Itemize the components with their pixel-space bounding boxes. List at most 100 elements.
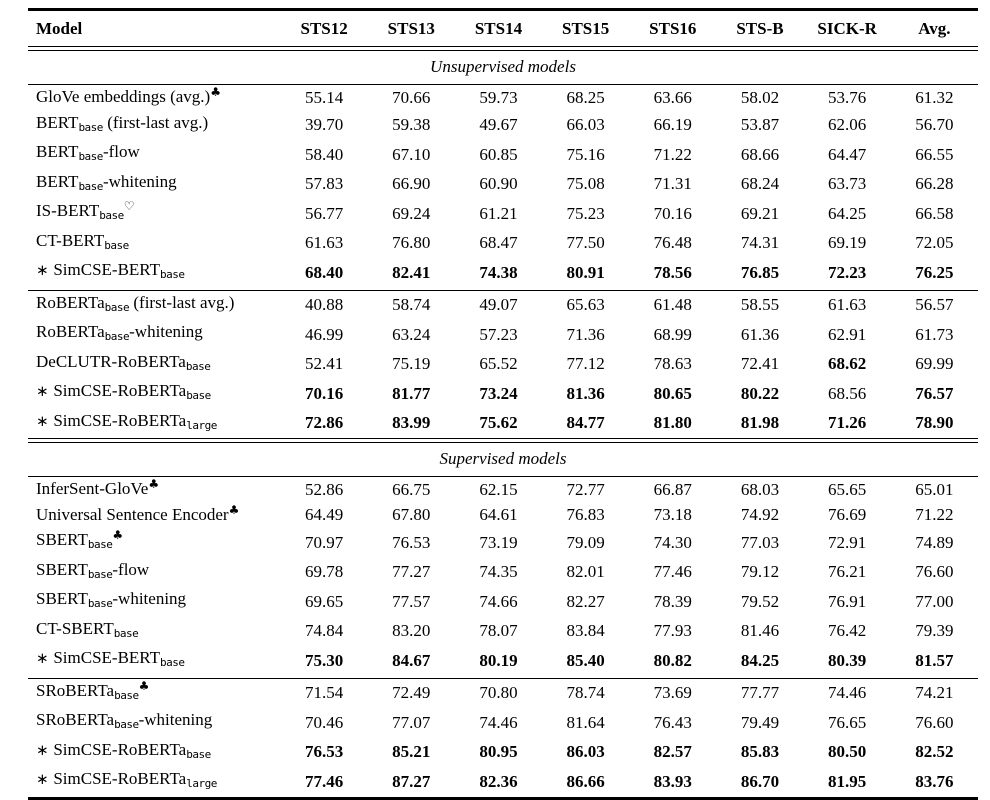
score-cell-sts15: 66.03 bbox=[566, 115, 605, 134]
score-cell-sts13: 63.24 bbox=[392, 324, 431, 344]
model-name: BERT bbox=[36, 171, 79, 191]
score-cell-sts14: 68.47 bbox=[479, 233, 518, 252]
score-cell-sts13: 77.27 bbox=[392, 562, 431, 581]
table-row: SBERTbase♣ 70.97 76.53 73.19 79.09 74.30 77.03… bbox=[28, 528, 978, 558]
score-cell-sts12: 70.46 bbox=[304, 712, 344, 732]
score-cell-sick-r: 69.19 bbox=[828, 233, 867, 252]
model-cell: ∗ SimCSE-BERTbase bbox=[28, 258, 281, 288]
score-cell-avg-: 65.01 bbox=[915, 479, 954, 499]
club-marker-icon: ♣ bbox=[228, 502, 240, 517]
model-cell: CT-BERTbase bbox=[28, 229, 281, 259]
score-cell-sts12: 46.99 bbox=[304, 324, 344, 344]
score-cell-avg-: 76.60 bbox=[915, 712, 954, 732]
model-name: SRoBERTa bbox=[36, 710, 115, 729]
score-cell-sts16: 61.48 bbox=[653, 295, 692, 314]
score-cell-sts12: 58.40 bbox=[304, 144, 344, 164]
score-cell-sick-r: 68.62 bbox=[828, 354, 867, 373]
score-cell-avg-: 72.05 bbox=[915, 233, 954, 252]
model-cell: ∗ SimCSE-RoBERTabase bbox=[28, 379, 281, 409]
double-rule-line bbox=[28, 46, 978, 51]
score-cell-sick-r: 76.21 bbox=[828, 562, 867, 581]
score-cell-sts15: 75.23 bbox=[566, 203, 605, 223]
score-cell-sts14: 64.61 bbox=[479, 505, 518, 524]
star-symbol: ∗ bbox=[36, 740, 54, 759]
score-cell-sts16: 80.65 bbox=[653, 383, 692, 403]
score-cell-sts14: 62.15 bbox=[479, 479, 518, 499]
single-rule-line bbox=[28, 82, 978, 85]
model-cell: RoBERTabase (first-last avg.) bbox=[28, 290, 281, 320]
score-cell-avg-: 76.57 bbox=[915, 383, 954, 403]
table-row: CT-SBERTbase 74.84 83.20 78.07 83.84 77.93 81.… bbox=[28, 617, 978, 647]
score-cell-sts-b: 74.92 bbox=[740, 505, 780, 524]
score-cell-sts12: 40.88 bbox=[304, 295, 344, 314]
score-cell-sts13: 59.38 bbox=[392, 115, 431, 134]
table-row: CT-BERTbase 61.63 76.80 68.47 77.50 76.48 74.3… bbox=[28, 229, 978, 259]
model-size-subscript: base bbox=[160, 656, 185, 669]
model-name: SRoBERTa bbox=[36, 680, 115, 700]
double-rule-line bbox=[28, 438, 978, 443]
score-cell-sts15: 75.08 bbox=[566, 174, 605, 193]
score-cell-avg-: 61.73 bbox=[915, 324, 954, 344]
column-header-row: Model STS12 STS13 STS14 STS15 STS16 STS-B SICK-… bbox=[28, 10, 978, 47]
score-cell-sick-r: 76.69 bbox=[828, 505, 867, 524]
table-row: SRoBERTabase♣ 71.54 72.49 70.80 78.74 73.69 77… bbox=[28, 678, 978, 708]
score-cell-sts15: 71.36 bbox=[566, 324, 605, 344]
column-header-sts-b: STS-B bbox=[736, 19, 784, 38]
score-cell-avg-: 61.32 bbox=[915, 87, 954, 107]
table-row: ∗ SimCSE-RoBERTalarge 72.86 83.99 75.62 84.7… bbox=[28, 409, 978, 439]
model-cell: CT-SBERTbase bbox=[28, 617, 281, 647]
score-cell-sts16: 74.30 bbox=[653, 532, 692, 552]
score-cell-sts14: 74.38 bbox=[479, 262, 518, 282]
model-name: SimCSE-BERT bbox=[53, 648, 161, 667]
model-size-subscript: base bbox=[114, 718, 139, 731]
score-cell-sts16: 80.82 bbox=[653, 650, 692, 670]
score-cell-sts-b: 61.36 bbox=[740, 324, 780, 344]
score-cell-sts-b: 74.31 bbox=[740, 233, 780, 252]
model-name: RoBERTa bbox=[36, 322, 105, 341]
model-name-suffix: -whitening bbox=[112, 589, 187, 608]
score-cell-sts14: 49.07 bbox=[479, 295, 518, 314]
score-cell-avg-: 56.70 bbox=[915, 115, 954, 134]
score-cell-sts12: 77.46 bbox=[304, 771, 344, 791]
single-rule bbox=[28, 675, 978, 679]
score-cell-sts-b: 79.49 bbox=[740, 712, 780, 732]
score-cell-sts13: 85.21 bbox=[392, 742, 431, 761]
model-name: InferSent-GloVe bbox=[36, 479, 149, 498]
score-cell-sts-b: 68.66 bbox=[740, 144, 780, 164]
score-cell-avg-: 81.57 bbox=[915, 650, 954, 670]
score-cell-sts-b: 85.83 bbox=[740, 742, 780, 761]
score-cell-sick-r: 68.56 bbox=[828, 383, 867, 403]
section-title-row: Supervised models bbox=[28, 443, 978, 475]
score-cell-sts16: 63.66 bbox=[653, 87, 692, 107]
score-cell-sts12: 76.53 bbox=[304, 742, 344, 761]
score-cell-sts12: 71.54 bbox=[304, 683, 344, 702]
model-name: Universal Sentence Encoder bbox=[36, 504, 229, 524]
score-cell-sts12: 70.97 bbox=[304, 532, 344, 552]
column-header-model: Model bbox=[36, 19, 83, 38]
score-cell-avg-: 82.52 bbox=[915, 742, 954, 761]
model-name-suffix: -whitening bbox=[138, 710, 213, 729]
column-header-sick-r: SICK-R bbox=[817, 19, 877, 38]
score-cell-sts-b: 58.02 bbox=[740, 87, 780, 107]
score-cell-sts12: 72.86 bbox=[304, 413, 344, 432]
score-cell-sts16: 78.56 bbox=[653, 262, 692, 282]
model-size-subscript: base bbox=[87, 597, 113, 610]
score-cell-sts16: 83.93 bbox=[653, 771, 692, 791]
score-cell-sts13: 81.77 bbox=[392, 383, 431, 403]
score-cell-sts15: 79.09 bbox=[566, 532, 605, 552]
single-rule-line bbox=[28, 675, 978, 679]
model-size-subscript: base bbox=[160, 268, 185, 281]
score-cell-sick-r: 76.42 bbox=[828, 621, 867, 640]
score-cell-sts12: 74.84 bbox=[304, 621, 344, 640]
score-cell-sts16: 66.19 bbox=[653, 115, 692, 134]
score-cell-sts13: 77.57 bbox=[392, 591, 431, 611]
table-row: BERTbase-whitening 57.83 66.90 60.90 75.08 71… bbox=[28, 170, 978, 200]
score-cell-sts15: 80.91 bbox=[566, 262, 605, 282]
score-cell-sts16: 71.31 bbox=[653, 174, 692, 193]
column-header-sts15: STS15 bbox=[562, 19, 610, 38]
score-cell-sts13: 87.27 bbox=[392, 771, 431, 791]
score-cell-sts14: 74.46 bbox=[479, 712, 518, 732]
model-name: IS-BERT bbox=[36, 201, 100, 220]
score-cell-sts12: 56.77 bbox=[304, 203, 344, 223]
score-cell-sts-b: 79.12 bbox=[740, 562, 780, 581]
